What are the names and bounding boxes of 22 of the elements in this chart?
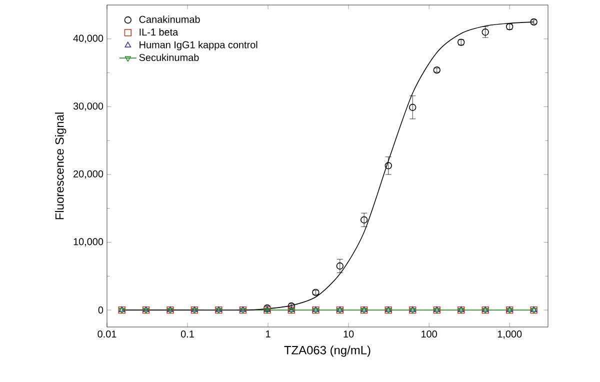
y-tick-label: 30,000 — [73, 102, 104, 111]
point — [336, 262, 344, 270]
x-tick-label: 1,000 — [498, 330, 522, 339]
legend-label: Secukinumab — [139, 54, 199, 62]
y-axis-title: Fluorescence Signal — [55, 112, 66, 220]
legend-label: Canakinumab — [139, 16, 200, 23]
x-tick-label: 0.1 — [180, 330, 194, 338]
y-tick-label: 40,000 — [73, 34, 104, 44]
point — [360, 216, 368, 224]
x-tick-label: 10 — [344, 330, 354, 338]
x-tick-label: 0.01 — [98, 330, 116, 338]
legend-label: IL-1 beta — [140, 28, 178, 36]
point — [384, 162, 392, 170]
y-tick-label: 0 — [98, 306, 104, 314]
y-tick-label: 10,000 — [74, 238, 104, 246]
legend-label: Human IgG1 kappa control — [140, 41, 258, 50]
x-axis-title: TZA063 (ng/mL) — [284, 346, 370, 357]
x-tick-label: 100 — [422, 330, 437, 338]
y-tick-label: 20,000 — [74, 170, 104, 179]
point — [409, 104, 416, 111]
x-tick-label: 1 — [266, 330, 270, 338]
point — [482, 28, 489, 36]
